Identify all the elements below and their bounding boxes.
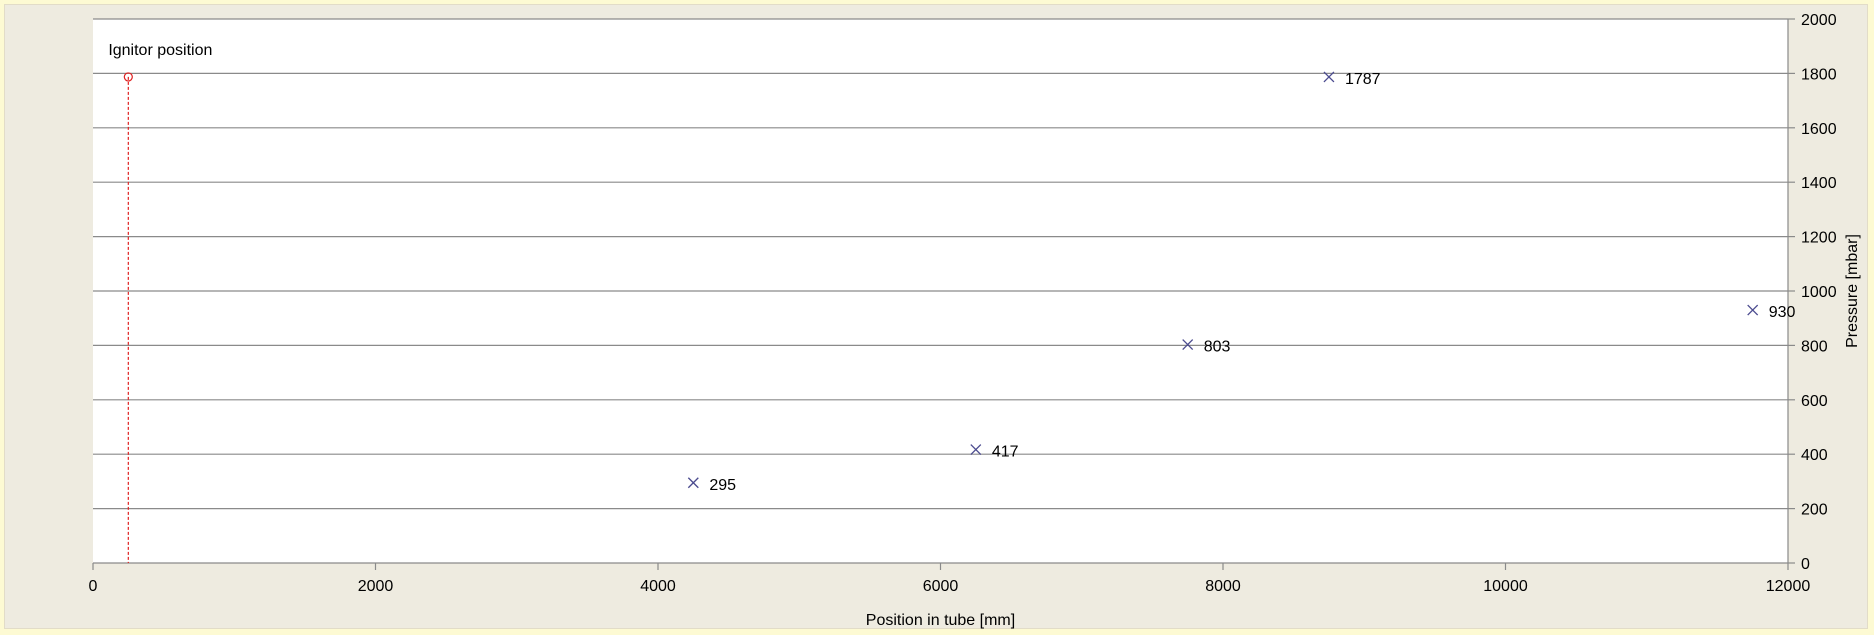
- ignitor-group: Ignitor position: [108, 42, 212, 563]
- data-point: 930: [1747, 304, 1796, 321]
- x-marker-stroke: [1182, 339, 1194, 351]
- data-label: 1787: [1345, 71, 1381, 88]
- x-marker-stroke: [687, 477, 699, 489]
- x-tick-label: 10000: [1483, 578, 1528, 595]
- x-marker-stroke: [1323, 71, 1335, 83]
- ignitor-marker: [123, 72, 133, 82]
- y-tick-label: 200: [1801, 502, 1828, 519]
- x-tick-label: 6000: [923, 578, 959, 595]
- y-tick-label: 1800: [1801, 66, 1837, 83]
- data-label: 417: [992, 444, 1019, 461]
- data-points: 295 417 803 1787 930: [687, 71, 1796, 494]
- y-tick-label: 600: [1801, 393, 1828, 410]
- y-tick-label: 1000: [1801, 284, 1837, 301]
- data-point: 1787: [1323, 71, 1381, 88]
- data-point: 803: [1182, 339, 1231, 356]
- ignitor-label: Ignitor position: [108, 42, 212, 59]
- data-label: 803: [1204, 339, 1231, 356]
- x-tick-label: 12000: [1766, 578, 1811, 595]
- data-point: 295: [687, 477, 736, 494]
- y-tick-label: 1600: [1801, 121, 1837, 138]
- data-label: 295: [709, 477, 736, 494]
- x-marker-stroke: [970, 444, 982, 456]
- x-tick-label: 4000: [640, 578, 676, 595]
- y-tick-label: 1400: [1801, 175, 1837, 192]
- x-tick-label: 2000: [358, 578, 394, 595]
- x-tick-label: 8000: [1205, 578, 1241, 595]
- y-tick-label: 800: [1801, 338, 1828, 355]
- axes: 0 200 400 600 800 1000 1200 1400 1600 1800 2000 0 20…: [89, 12, 1837, 595]
- data-label: 930: [1769, 304, 1796, 321]
- y-tick-label: 2000: [1801, 12, 1837, 29]
- x-marker-stroke: [1747, 304, 1759, 316]
- y-tick-label: 0: [1801, 556, 1810, 573]
- y-axis-title: Pressure [mbar]: [1844, 234, 1861, 348]
- chart-svg: 0 200 400 600 800 1000 1200 1400 1600 1800 2000 0 20…: [89, 12, 1861, 629]
- chart-frame: 0 200 400 600 800 1000 1200 1400 1600 1800 2000 0 20…: [4, 4, 1868, 629]
- x-axis-title: Position in tube [mm]: [866, 612, 1015, 629]
- y-tick-label: 400: [1801, 447, 1828, 464]
- data-point: 417: [970, 444, 1019, 461]
- x-tick-label: 0: [89, 578, 98, 595]
- y-tick-label: 1200: [1801, 230, 1837, 247]
- grid-lines: [93, 18, 1788, 510]
